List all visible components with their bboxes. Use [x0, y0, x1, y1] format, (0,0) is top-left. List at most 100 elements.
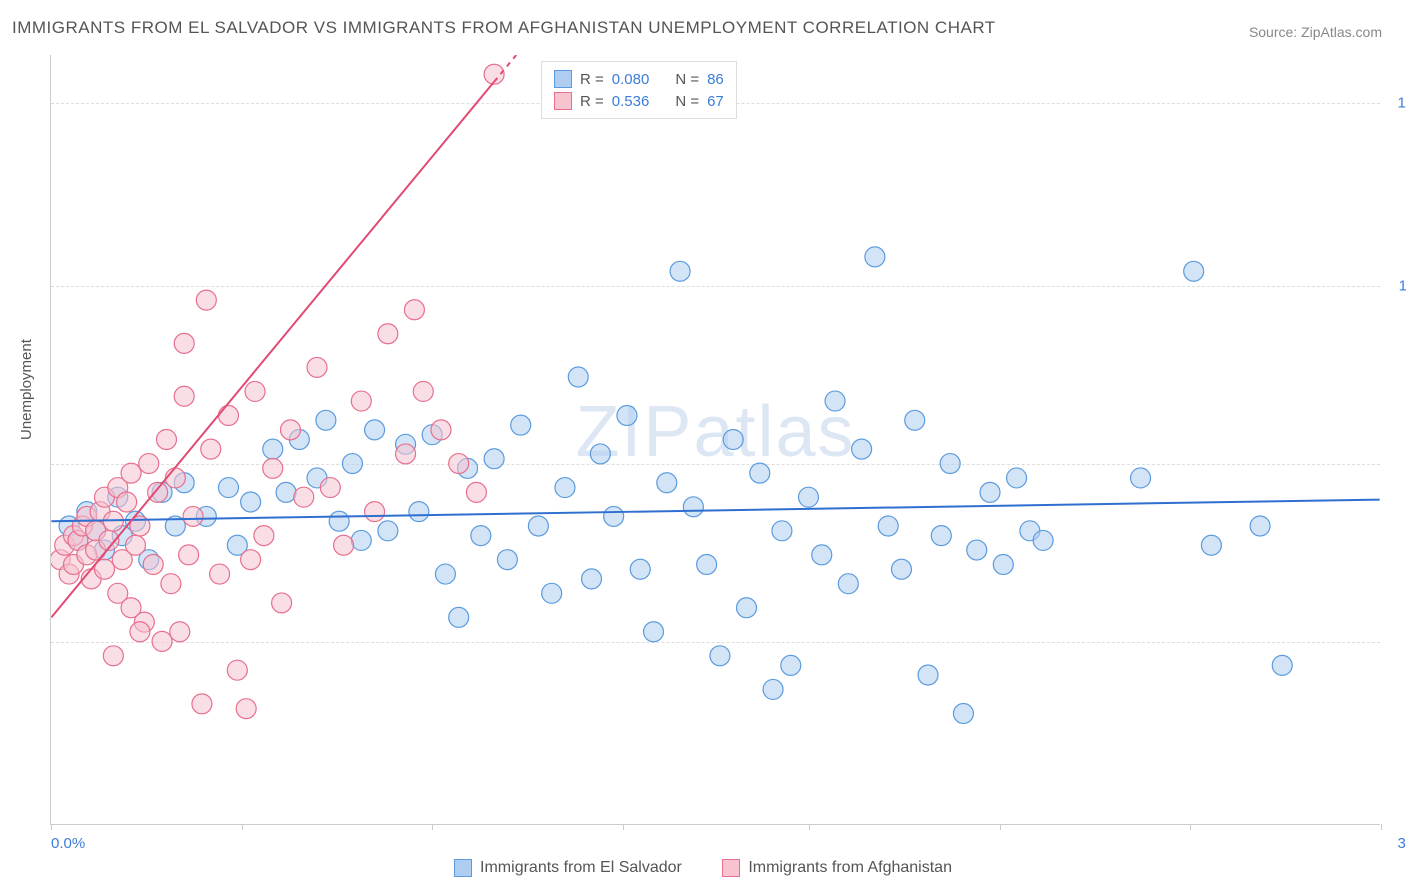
scatter-point	[617, 405, 637, 425]
scatter-point	[878, 516, 898, 536]
scatter-point	[196, 290, 216, 310]
scatter-point	[555, 478, 575, 498]
scatter-point	[241, 492, 261, 512]
scatter-point	[396, 444, 416, 464]
scatter-point	[404, 300, 424, 320]
scatter-point	[148, 482, 168, 502]
scatter-point	[798, 487, 818, 507]
x-tick	[51, 824, 52, 830]
scatter-point	[670, 261, 690, 281]
legend-item-afghanistan: Immigrants from Afghanistan	[722, 859, 952, 877]
scatter-point	[497, 550, 517, 570]
x-tick-label-min: 0.0%	[51, 835, 85, 852]
scatter-point	[825, 391, 845, 411]
scatter-point	[781, 655, 801, 675]
scatter-point	[170, 622, 190, 642]
swatch-pink	[722, 859, 740, 877]
x-tick	[1190, 824, 1191, 830]
scatter-point	[905, 410, 925, 430]
scatter-point	[1131, 468, 1151, 488]
scatter-point	[320, 478, 340, 498]
scatter-point	[241, 550, 261, 570]
scatter-point	[409, 502, 429, 522]
scatter-point	[967, 540, 987, 560]
x-tick-label-max: 30.0%	[1397, 835, 1406, 852]
scatter-point	[449, 454, 469, 474]
scatter-point	[143, 554, 163, 574]
scatter-point	[449, 607, 469, 627]
scatter-point	[280, 420, 300, 440]
scatter-point	[466, 482, 486, 502]
scatter-point	[103, 646, 123, 666]
scatter-point	[272, 593, 292, 613]
scatter-point	[918, 665, 938, 685]
scatter-point	[683, 497, 703, 517]
stats-legend: R = 0.080 N = 86 R = 0.536 N = 67	[541, 61, 737, 119]
scatter-point	[542, 583, 562, 603]
scatter-point	[294, 487, 314, 507]
scatter-point	[236, 699, 256, 719]
scatter-point	[351, 530, 371, 550]
scatter-point	[254, 526, 274, 546]
scatter-point	[1033, 530, 1053, 550]
scatter-point	[568, 367, 588, 387]
legend-item-el-salvador: Immigrants from El Salvador	[454, 859, 682, 877]
x-tick	[809, 824, 810, 830]
scatter-point	[697, 554, 717, 574]
legend-label: Immigrants from El Salvador	[480, 859, 682, 877]
scatter-point	[152, 631, 172, 651]
scatter-point	[121, 463, 141, 483]
scatter-point	[582, 569, 602, 589]
scatter-point	[1272, 655, 1292, 675]
scatter-point	[130, 622, 150, 642]
scatter-point	[1250, 516, 1270, 536]
scatter-point	[993, 554, 1013, 574]
scatter-point	[435, 564, 455, 584]
scatter-point	[334, 535, 354, 555]
chart-title: IMMIGRANTS FROM EL SALVADOR VS IMMIGRANT…	[12, 18, 996, 38]
chart-svg	[51, 55, 1380, 824]
y-axis-label: Unemployment	[18, 339, 35, 440]
scatter-point	[365, 502, 385, 522]
scatter-point	[351, 391, 371, 411]
scatter-point	[723, 430, 743, 450]
scatter-point	[174, 386, 194, 406]
scatter-point	[378, 324, 398, 344]
scatter-point	[201, 439, 221, 459]
scatter-point	[126, 535, 146, 555]
scatter-point	[210, 564, 230, 584]
scatter-point	[865, 247, 885, 267]
swatch-blue	[554, 70, 572, 88]
scatter-point	[276, 482, 296, 502]
scatter-point	[750, 463, 770, 483]
stats-row-2: R = 0.536 N = 67	[554, 90, 724, 112]
scatter-point	[1007, 468, 1027, 488]
y-tick-label: 11.2%	[1399, 278, 1406, 295]
scatter-point	[852, 439, 872, 459]
scatter-point	[630, 559, 650, 579]
swatch-blue	[454, 859, 472, 877]
x-tick	[1381, 824, 1382, 830]
scatter-point	[931, 526, 951, 546]
scatter-point	[590, 444, 610, 464]
x-tick	[432, 824, 433, 830]
scatter-point	[511, 415, 531, 435]
scatter-point	[183, 506, 203, 526]
source-attribution: Source: ZipAtlas.com	[1249, 24, 1382, 40]
scatter-point	[179, 545, 199, 565]
scatter-point	[329, 511, 349, 531]
x-tick	[1000, 824, 1001, 830]
x-tick	[242, 824, 243, 830]
scatter-point	[156, 430, 176, 450]
scatter-point	[710, 646, 730, 666]
scatter-point	[174, 333, 194, 353]
scatter-point	[838, 574, 858, 594]
scatter-point	[342, 454, 362, 474]
legend-label: Immigrants from Afghanistan	[748, 859, 952, 877]
scatter-point	[812, 545, 832, 565]
scatter-point	[471, 526, 491, 546]
scatter-point	[139, 454, 159, 474]
scatter-point	[1184, 261, 1204, 281]
scatter-point	[365, 420, 385, 440]
series-legend: Immigrants from El Salvador Immigrants f…	[0, 859, 1406, 882]
